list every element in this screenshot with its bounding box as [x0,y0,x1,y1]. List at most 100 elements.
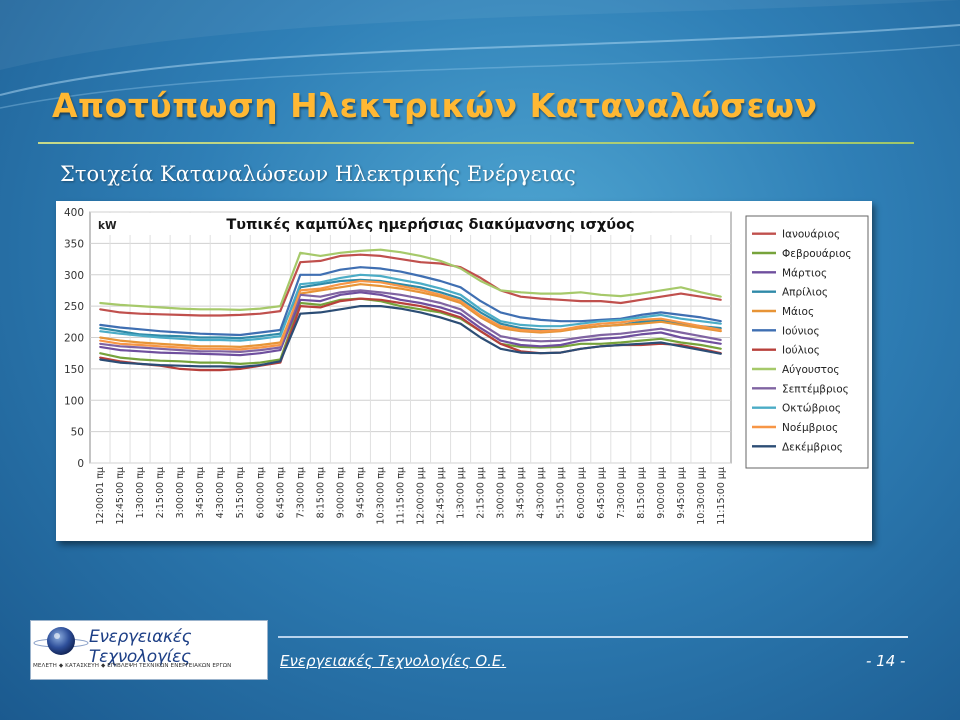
data-point [459,297,462,300]
data-point [639,320,642,323]
data-point [619,341,622,344]
x-tick-label: 12:00:00 μμ [416,467,427,525]
data-point [319,300,322,303]
x-tick-label: 6:00:00 μμ [576,467,587,519]
x-tick-label: 12:00:01 πμ [95,467,106,524]
page-number: - 14 - [866,652,906,670]
data-point [219,347,222,350]
x-tick-label: 8:15:00 μμ [636,467,647,519]
data-point [700,295,702,298]
data-point [539,297,542,300]
data-point [619,324,622,326]
y-tick-label: 50 [71,427,84,439]
data-point [419,261,422,264]
data-point [119,311,121,314]
data-point [479,276,482,279]
data-point [700,327,702,329]
data-point [99,358,101,361]
x-tick-label: 4:30:00 μμ [536,467,547,519]
x-tick-label: 3:00:00 πμ [175,467,186,518]
data-point [259,307,262,310]
data-point [179,367,182,370]
data-point [720,342,722,345]
data-point [579,320,582,323]
data-point [720,347,722,350]
data-point [199,350,202,353]
series-line [99,253,722,317]
data-point [659,317,662,320]
data-point [239,362,242,365]
data-point [319,260,322,262]
data-point [439,291,442,294]
data-point [720,322,722,325]
data-point [159,345,162,348]
data-point [299,273,302,276]
data-point [239,354,242,356]
logo-tagline: ΜΕΛΕΤΗ ◆ ΚΑΤΑΣΚΕΥΗ ◆ ΕΠΙΒΛΕΨΗ ΤΕΧΝΙΚΩΝ Ε… [33,663,232,669]
data-point [319,255,322,257]
x-tick-label: 11:15:00 μμ [716,467,727,525]
data-point [219,339,222,341]
data-point [639,319,642,321]
data-point [379,255,382,257]
data-point [419,282,422,285]
series-line [99,304,722,369]
legend-label: Μάιος [782,306,814,318]
data-point [680,286,682,289]
data-point [99,342,101,345]
data-point [239,351,242,353]
x-tick-label: 3:45:00 μμ [516,467,527,519]
data-point [119,326,121,329]
data-point [319,295,322,298]
x-tick-label: 2:15:00 πμ [155,467,166,518]
data-point [439,306,442,309]
x-tick-label: 9:00:00 πμ [335,467,346,518]
data-point [99,308,101,311]
data-point [419,302,422,304]
data-point [720,329,722,331]
data-point [119,332,121,335]
data-point [459,267,462,270]
data-point [479,336,482,339]
data-point [199,345,202,348]
data-point [539,292,542,295]
data-point [339,268,342,271]
data-point [700,335,702,338]
y-tick-label: 400 [64,207,84,219]
data-point [159,336,162,339]
legend-label: Μάρτιος [782,267,827,279]
data-point [700,339,702,342]
data-point [419,297,422,300]
data-point [659,331,662,334]
data-point [459,286,462,289]
data-point [379,285,382,287]
legend-label: Απρίλιος [782,287,828,299]
data-point [680,336,682,339]
data-point [119,349,121,351]
data-point [479,308,482,311]
chart-frame: 0 50 100 150 200 250 300 350 400 12:00:01 πμ 12:45… [56,201,872,541]
data-point [579,339,582,342]
x-tick-label: 1:30:00 πμ [135,467,146,518]
data-point [239,366,242,368]
x-tick-label: 5:15:00 πμ [235,467,246,518]
data-point [539,340,542,343]
y-tick-label: 0 [77,458,84,470]
data-point [439,316,442,319]
footer-divider [278,636,908,638]
legend-label: Φεβρουάριος [782,248,852,260]
data-point [539,352,542,355]
legend-label: Νοέμβριος [782,422,838,434]
line-chart: 0 50 100 150 200 250 300 350 400 12:00:01 πμ 12:45… [64,207,869,525]
data-point [680,324,682,326]
data-point [159,306,162,309]
x-tick-label: 3:00:00 μμ [496,467,507,519]
data-point [700,325,702,328]
data-point [499,342,502,345]
footer-company[interactable]: Ενεργειακές Τεχνολογίες Ο.Ε. [280,652,507,670]
data-point [219,361,222,364]
data-point [219,345,222,348]
data-point [680,321,682,324]
data-point [519,329,522,331]
data-point [599,322,602,325]
